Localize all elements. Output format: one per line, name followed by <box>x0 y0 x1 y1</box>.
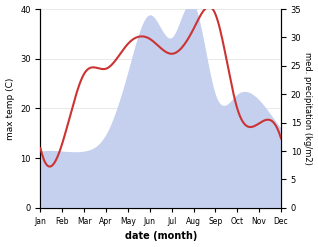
Y-axis label: max temp (C): max temp (C) <box>5 77 15 140</box>
Y-axis label: med. precipitation (kg/m2): med. precipitation (kg/m2) <box>303 52 313 165</box>
X-axis label: date (month): date (month) <box>125 231 197 242</box>
